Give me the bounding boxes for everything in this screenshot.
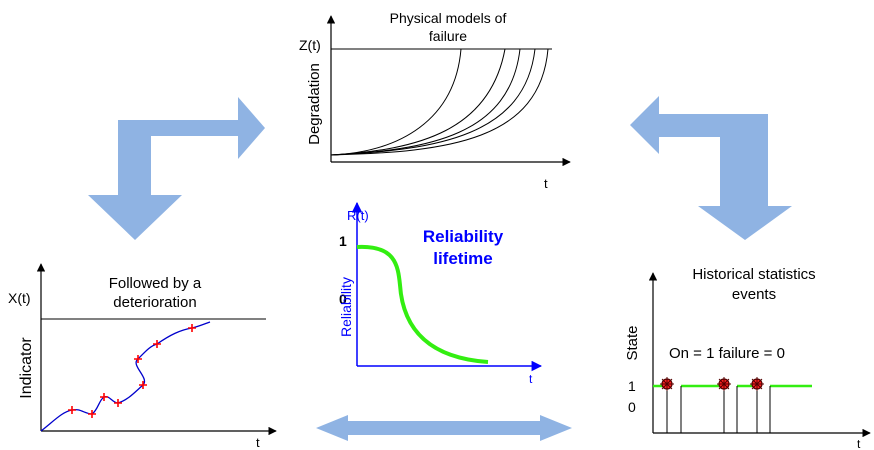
failure-marker (660, 377, 674, 391)
failure-drops (666, 386, 771, 433)
panel-title-line2: deterioration (113, 294, 196, 311)
measurement-marker (68, 406, 76, 414)
vertical-axis-title: Degradation (306, 63, 323, 145)
failure-marker (750, 377, 764, 391)
measurement-marker (100, 393, 108, 401)
measurement-marker (134, 355, 142, 363)
panel-title-line1: Historical statistics (692, 266, 815, 283)
tick-zero: 0 (339, 291, 347, 307)
y-axis-label: X(t) (8, 290, 31, 306)
measurement-marker (88, 410, 96, 418)
deterioration-panel: Followed by a deterioration X(t) Indicat… (8, 263, 277, 450)
degradation-curve-2 (330, 48, 506, 156)
reliability-curve (356, 244, 489, 364)
elbow-arrow-top-left (88, 97, 265, 240)
tick-zero: 0 (628, 399, 636, 415)
tick-one: 1 (628, 378, 636, 394)
vertical-axis-title: Reliability (338, 277, 354, 337)
vertical-axis-title: Indicator (18, 337, 35, 399)
degradation-curve-4 (330, 48, 536, 156)
x-axis-label: t (256, 435, 260, 450)
degradation-curve-1 (330, 48, 462, 156)
indicator-curve (40, 321, 211, 432)
measurement-marker (114, 399, 122, 407)
state-legend: On = 1 failure = 0 (669, 345, 785, 362)
x-axis-label: t (544, 176, 548, 191)
panel-title-line1: Reliability (423, 227, 504, 246)
panel-title-line2: failure (429, 28, 467, 44)
elbow-arrow-top-right (630, 96, 792, 240)
panel-title-line1: Followed by a (109, 275, 202, 292)
measurement-marker (153, 340, 161, 348)
failure-drop (666, 386, 682, 433)
historical-statistics-panel: Historical statistics events State On = … (624, 266, 871, 450)
y-axis-label: R(t) (347, 208, 369, 223)
failure-markers (660, 377, 764, 391)
panel-title-line2: events (732, 286, 776, 303)
measurement-marker (188, 324, 196, 332)
measurement-marker (139, 381, 147, 389)
measurement-markers (68, 324, 196, 418)
panel-title-line2: lifetime (433, 249, 493, 268)
x-axis-label: t (857, 437, 861, 450)
vertical-axis-title: State (624, 325, 641, 360)
x-axis-label: t (529, 372, 533, 386)
reliability-panel: R(t) 1 0 Reliability t Reliability lifet… (338, 201, 543, 386)
physical-models-panel: Physical models of failure Z(t) Degradat… (299, 10, 571, 191)
failure-drop (756, 386, 771, 433)
y-axis-label: Z(t) (299, 37, 321, 53)
failure-drop (723, 386, 738, 433)
failure-marker (717, 377, 731, 391)
panel-title-line1: Physical models of (390, 10, 507, 26)
double-arrow-bottom (316, 415, 572, 441)
tick-one: 1 (339, 233, 347, 249)
degradation-curve-5 (330, 48, 549, 156)
